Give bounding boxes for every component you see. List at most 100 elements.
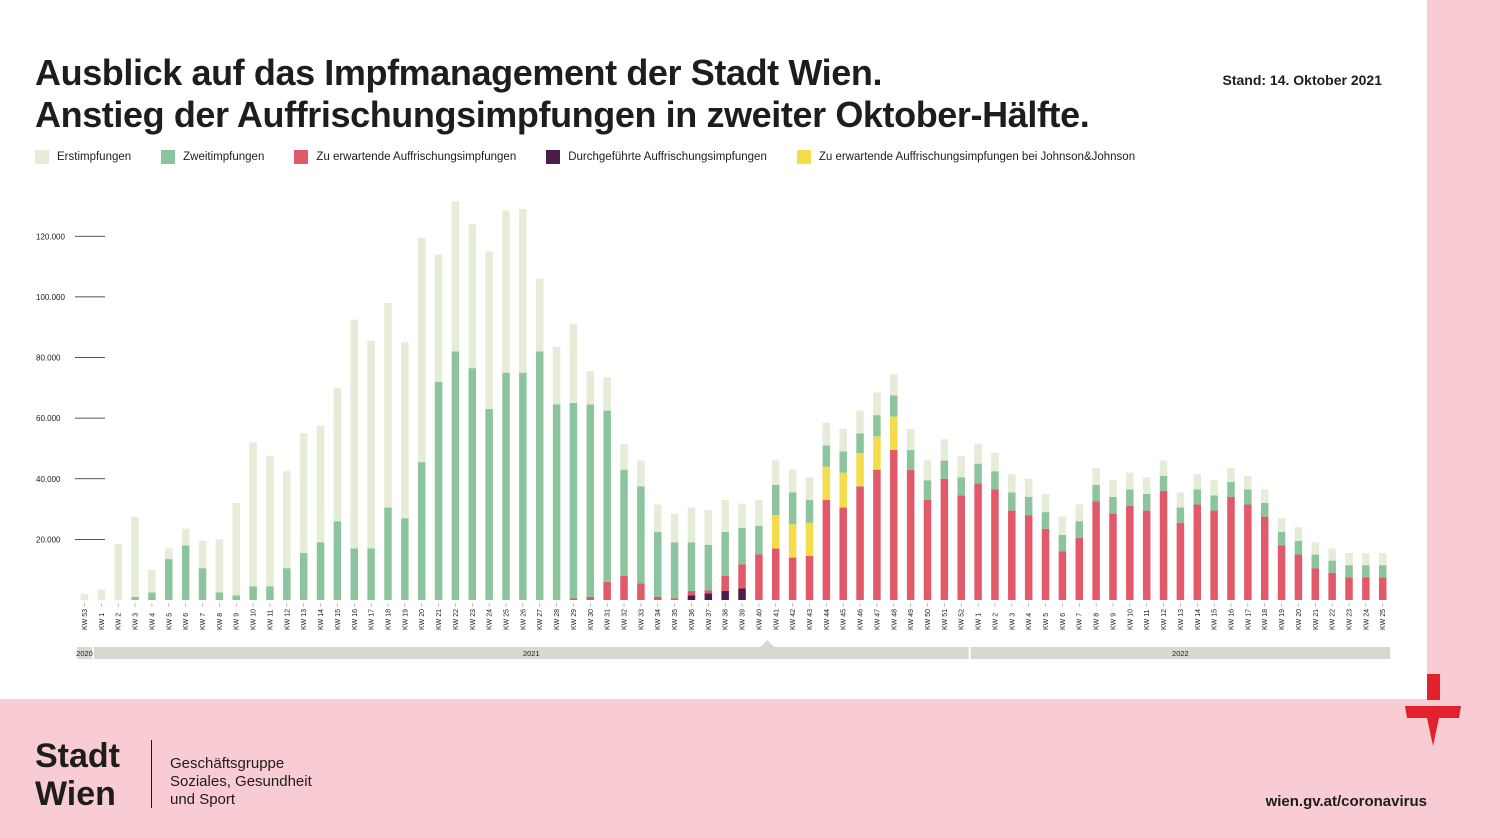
bar-segment bbox=[1176, 522, 1185, 600]
legend-label: Erstimpfungen bbox=[57, 151, 132, 163]
page-title: Ausblick auf das Impfmanagement der Stad… bbox=[35, 52, 1090, 136]
title-line-2: Anstieg der Auffrischungsimpfungen in zw… bbox=[35, 94, 1090, 135]
x-tick-label: KW 5 bbox=[1043, 613, 1050, 630]
bar-segment bbox=[1362, 553, 1370, 566]
x-tick-label: KW 3 bbox=[1009, 613, 1016, 630]
bar-segment bbox=[603, 410, 611, 582]
bar-segment bbox=[502, 210, 510, 373]
bar-segment bbox=[1244, 489, 1252, 505]
bar-segment bbox=[1311, 554, 1320, 569]
logo-line-2: Wien bbox=[35, 775, 116, 813]
bar-segment bbox=[822, 466, 831, 500]
bar-segment bbox=[1075, 537, 1083, 600]
bar-segment bbox=[485, 409, 493, 600]
bar-segment bbox=[283, 471, 291, 569]
y-tick-label: 120.000 bbox=[36, 232, 65, 241]
bar-segment bbox=[569, 402, 578, 599]
bar-segment bbox=[97, 589, 106, 600]
bar-segment bbox=[1024, 496, 1033, 516]
y-tick-label: 80.000 bbox=[36, 354, 61, 363]
bar-segment bbox=[586, 596, 595, 600]
bar-segment bbox=[755, 554, 763, 600]
bar-segment bbox=[1260, 503, 1269, 517]
bar-segment bbox=[1260, 489, 1269, 504]
x-tick-label: KW 21 bbox=[1313, 609, 1320, 630]
bar-segment bbox=[772, 460, 780, 485]
footer-band bbox=[0, 699, 1500, 838]
x-tick-label: KW 53 bbox=[82, 609, 89, 630]
legend-swatch bbox=[35, 150, 49, 164]
x-tick-label: KW 12 bbox=[284, 609, 291, 630]
y-tick-label: 100.000 bbox=[36, 293, 65, 302]
bar-segment bbox=[1041, 528, 1050, 600]
bar-segment bbox=[1142, 493, 1151, 511]
bar-segment bbox=[1024, 478, 1033, 497]
bar-segment bbox=[721, 575, 729, 591]
bar-segment bbox=[215, 539, 224, 593]
x-tick-label: KW 24 bbox=[487, 609, 494, 630]
bar-segment bbox=[687, 590, 696, 596]
bar-segment bbox=[1092, 484, 1100, 502]
year-label: 2022 bbox=[1172, 649, 1189, 658]
bar-segment bbox=[738, 527, 746, 565]
bar-segment bbox=[788, 492, 797, 525]
bar-segment bbox=[1176, 507, 1185, 523]
bar-segment bbox=[805, 522, 814, 557]
bar-segment bbox=[670, 513, 679, 543]
bar-segment bbox=[148, 592, 156, 600]
bar-segment bbox=[266, 456, 274, 587]
x-tick-label: KW 1 bbox=[99, 613, 106, 630]
bar-segment bbox=[906, 449, 915, 470]
legend-label: Zu erwartende Auffrischungsimpfungen bei… bbox=[818, 151, 1136, 163]
bar-segment bbox=[232, 595, 240, 600]
bar-segment bbox=[350, 548, 359, 600]
bar-segment bbox=[1210, 510, 1218, 600]
bar-segment bbox=[1345, 565, 1353, 578]
bar-segment bbox=[738, 503, 746, 528]
bar-segment bbox=[1244, 504, 1252, 600]
x-tick-label: KW 15 bbox=[1212, 609, 1219, 630]
x-tick-label: KW 4 bbox=[1026, 613, 1033, 630]
bar-segment bbox=[1041, 493, 1050, 513]
x-tick-label: KW 44 bbox=[824, 609, 831, 630]
coronavirus-link[interactable]: wien.gv.at/coronavirus bbox=[1265, 793, 1427, 810]
bar-segment bbox=[755, 499, 763, 526]
bar-segment bbox=[1058, 534, 1067, 552]
title-line-1: Ausblick auf das Impfmanagement der Stad… bbox=[35, 52, 883, 93]
x-tick-label: KW 2 bbox=[992, 613, 999, 630]
bar-segment bbox=[283, 568, 291, 600]
bar-segment bbox=[738, 588, 746, 600]
x-tick-label: KW 39 bbox=[740, 609, 747, 630]
x-tick-label: KW 17 bbox=[1245, 609, 1252, 630]
legend-label: Durchgeführte Auffrischungsimpfungen bbox=[568, 151, 767, 163]
bar-segment bbox=[923, 480, 932, 500]
bar-segment bbox=[367, 340, 375, 549]
bar-segment bbox=[1345, 553, 1353, 566]
bar-segment bbox=[856, 486, 864, 600]
x-tick-label: KW 19 bbox=[402, 609, 409, 630]
bar-segment bbox=[856, 410, 864, 434]
x-tick-label: KW 14 bbox=[1195, 609, 1202, 630]
bar-segment bbox=[299, 433, 308, 554]
bar-segment bbox=[637, 583, 645, 600]
x-tick-label: KW 9 bbox=[234, 613, 241, 630]
bar-segment bbox=[249, 442, 257, 587]
bar-segment bbox=[569, 598, 578, 600]
bar-segment bbox=[940, 460, 949, 479]
y-tick-label: 20.000 bbox=[36, 535, 61, 544]
bar-segment bbox=[890, 395, 898, 417]
bar-segment bbox=[738, 564, 746, 589]
bar-segment bbox=[772, 515, 780, 549]
x-tick-label: KW 11 bbox=[1144, 609, 1151, 630]
bar-segment bbox=[1041, 512, 1050, 529]
bar-segment bbox=[805, 499, 814, 523]
x-tick-label: KW 30 bbox=[588, 609, 595, 630]
x-tick-label: KW 52 bbox=[959, 609, 966, 630]
x-tick-label: KW 31 bbox=[605, 609, 612, 630]
bar-segment bbox=[401, 518, 409, 600]
x-tick-label: KW 47 bbox=[874, 609, 881, 630]
year-segment bbox=[77, 647, 92, 659]
bar-segment bbox=[384, 507, 392, 600]
bar-segment bbox=[1126, 472, 1134, 490]
x-tick-label: KW 42 bbox=[790, 609, 797, 630]
